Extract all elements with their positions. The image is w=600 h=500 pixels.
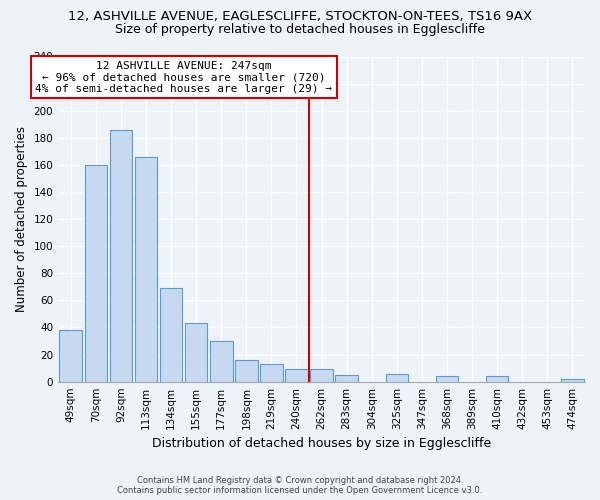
Bar	[210, 341, 233, 382]
Bar	[335, 375, 358, 382]
Bar	[561, 379, 584, 382]
Bar	[386, 374, 408, 382]
Bar	[285, 370, 308, 382]
Bar	[160, 288, 182, 382]
Bar	[185, 324, 208, 382]
Bar	[310, 370, 333, 382]
Bar	[260, 364, 283, 382]
Bar	[235, 360, 257, 382]
Text: Contains HM Land Registry data © Crown copyright and database right 2024.
Contai: Contains HM Land Registry data © Crown c…	[118, 476, 482, 495]
X-axis label: Distribution of detached houses by size in Egglescliffe: Distribution of detached houses by size …	[152, 437, 491, 450]
Y-axis label: Number of detached properties: Number of detached properties	[15, 126, 28, 312]
Bar	[486, 376, 508, 382]
Bar	[59, 330, 82, 382]
Bar	[85, 165, 107, 382]
Bar	[134, 157, 157, 382]
Text: 12 ASHVILLE AVENUE: 247sqm
← 96% of detached houses are smaller (720)
4% of semi: 12 ASHVILLE AVENUE: 247sqm ← 96% of deta…	[35, 60, 332, 94]
Text: 12, ASHVILLE AVENUE, EAGLESCLIFFE, STOCKTON-ON-TEES, TS16 9AX: 12, ASHVILLE AVENUE, EAGLESCLIFFE, STOCK…	[68, 10, 532, 23]
Text: Size of property relative to detached houses in Egglescliffe: Size of property relative to detached ho…	[115, 22, 485, 36]
Bar	[110, 130, 132, 382]
Bar	[436, 376, 458, 382]
